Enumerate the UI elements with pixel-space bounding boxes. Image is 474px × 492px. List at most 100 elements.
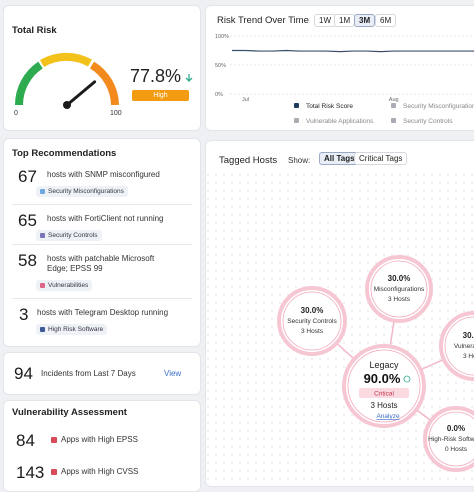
bubble-hosts: 3 Hosts <box>388 296 411 303</box>
legend-swatch <box>391 103 396 108</box>
center-hosts: 3 Hosts <box>370 401 397 410</box>
rec-text: hosts with SNMP misconfigured <box>47 170 160 179</box>
vuln-text: Apps with High CVSS <box>61 467 139 476</box>
gauge-min: 0 <box>14 110 18 117</box>
rec-tag: Security Misconfigurations <box>36 186 128 197</box>
tag-graph: 30.0% Misconfigurations 3 Hosts 30.0% Securi… <box>206 173 474 486</box>
risk-level-badge: High <box>132 90 189 101</box>
bubble-name: High-Risk Software <box>428 436 474 443</box>
bubble-hosts: 0 Hosts <box>445 446 468 453</box>
tag-label: Security Misconfigurations <box>48 188 124 195</box>
rec-text: hosts with Telegram Desktop running <box>37 308 169 317</box>
range-button[interactable]: 6M <box>375 14 397 27</box>
rec-tag: Security Controls <box>36 230 102 241</box>
tag-bubble-inner <box>428 411 474 467</box>
bubble-name: Misconfigurations <box>374 286 425 293</box>
legend-swatch <box>294 118 299 123</box>
critical-label: Critical <box>374 391 394 398</box>
card-title: Total Risk <box>12 25 57 36</box>
tag-label: High Risk Software <box>48 326 104 333</box>
bubble-hosts: 3 Hosts <box>463 353 474 360</box>
y-tick-label: 50% <box>215 63 226 69</box>
gauge <box>15 52 119 109</box>
critical-badge <box>359 388 409 398</box>
bubble-percent: 30.0% <box>463 331 474 340</box>
legend-label: Security Controls <box>403 118 453 125</box>
legend-label: Vulnerable Applications <box>306 118 374 125</box>
range-button[interactable]: 3M <box>354 14 376 27</box>
trend-down-icon <box>185 74 193 82</box>
bubble-name: Vulnerabilities <box>454 343 474 350</box>
vuln-icon <box>51 469 57 475</box>
x-tick-label: Aug <box>389 97 399 103</box>
gauge-orange <box>89 61 119 106</box>
rec-tag: Vulnerabilities <box>36 280 93 291</box>
view-link[interactable]: View <box>164 369 182 378</box>
center-bubble-inner <box>347 349 421 423</box>
legend-label: Security Misconfigurations <box>403 103 474 110</box>
trend-line <box>232 49 474 53</box>
top-recommendations-card: Top Recommendations 67 hosts with SNMP mi… <box>3 138 201 347</box>
gauge-green <box>15 61 43 106</box>
show-label: Show: <box>288 156 311 165</box>
risk-trend-card: Risk Trend Over Time 1W 1M 3M 6M 100% 50% 0% J… <box>205 5 474 131</box>
gauge-hub <box>63 101 71 109</box>
info-icon <box>403 375 411 383</box>
tag-icon <box>40 233 45 238</box>
legend-swatch <box>294 103 299 108</box>
risk-percent: 77.8% <box>130 66 182 86</box>
card-title: Risk Trend Over Time <box>217 15 309 26</box>
vulnerability-card: Vulnerability Assessment 84 Apps with Hig… <box>3 400 201 492</box>
card-title: Top Recommendations <box>12 148 117 159</box>
tag-label: Vulnerabilities <box>48 282 89 289</box>
bubble-percent: 30.0% <box>301 306 324 315</box>
rec-tag: High Risk Software <box>36 324 108 335</box>
x-tick-label: Jul <box>242 97 249 103</box>
rec-count: 58 <box>18 251 37 270</box>
filter-button[interactable]: Critical Tags <box>354 152 408 165</box>
card-title: Tagged Hosts <box>219 155 278 166</box>
range-button[interactable]: 1M <box>334 14 356 27</box>
tag-icon <box>40 327 45 332</box>
bubble-percent: 0.0% <box>447 424 465 433</box>
tag-icon <box>40 283 45 288</box>
bubble-percent: 30.0% <box>388 274 411 283</box>
total-risk-card: Total Risk 0 100 77.8% High <box>3 5 201 131</box>
separator <box>12 204 192 205</box>
gauge-needle <box>65 80 97 107</box>
rec-text: hosts with patchable Microsoft Edge; EPS… <box>47 254 155 273</box>
y-tick-label: 0% <box>215 92 223 98</box>
separator <box>12 298 192 299</box>
rec-count: 3 <box>19 305 29 324</box>
vuln-text: Apps with High EPSS <box>61 435 138 444</box>
legend-label: Total Risk Score <box>306 103 353 110</box>
rec-count: 65 <box>18 211 37 230</box>
tag-bubble-inner <box>444 316 474 376</box>
tag-label: Security Controls <box>48 232 98 239</box>
vuln-count: 143 <box>16 463 45 482</box>
incident-text: Incidents from Last 7 Days <box>41 369 136 378</box>
legend-swatch <box>391 118 396 123</box>
page: Total Risk 0 100 77.8% High Top Recommen… <box>3 5 474 492</box>
tag-icon <box>40 189 45 194</box>
vuln-icon <box>51 437 57 443</box>
analyze-link[interactable]: Analyze <box>376 413 400 420</box>
trend-chart: 100% 50% 0% Jul Aug Total Risk Score Security … <box>215 34 474 125</box>
incidents-card: 94 Incidents from Last 7 Days View <box>3 352 201 395</box>
card-title: Vulnerability Assessment <box>12 407 127 418</box>
y-tick-label: 100% <box>215 34 229 40</box>
bubble-hosts: 3 Hosts <box>301 328 324 335</box>
bubble-name: Security Controls <box>287 318 337 325</box>
rec-text: hosts with FortiClient not running <box>47 214 164 223</box>
separator <box>12 244 192 245</box>
incident-count: 94 <box>14 364 33 383</box>
tagged-hosts-card: Tagged Hosts Show: All Tags Critical Tags… <box>205 140 474 487</box>
rec-count: 67 <box>18 167 37 186</box>
center-name: Legacy <box>369 360 399 370</box>
gauge-yellow <box>39 52 92 68</box>
tag-bubble-inner <box>370 260 428 318</box>
center-percent: 90.0% <box>364 371 401 386</box>
vuln-count: 84 <box>16 431 35 450</box>
tag-bubble-inner <box>282 291 342 351</box>
gauge-max: 100 <box>110 110 122 117</box>
